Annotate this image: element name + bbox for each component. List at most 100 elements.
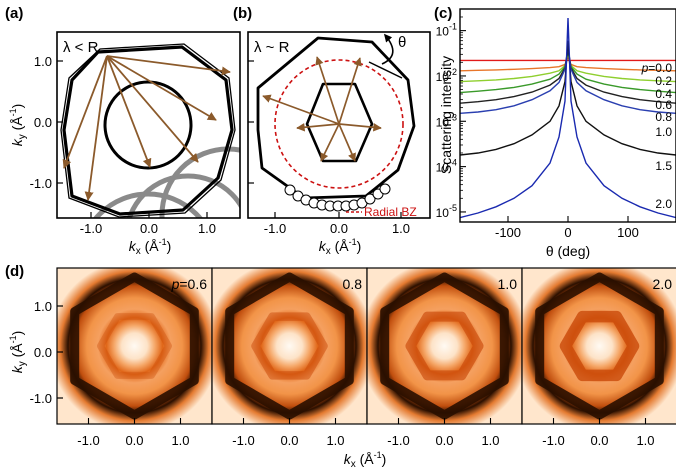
d-xtick-label: 0.0 bbox=[590, 433, 608, 448]
panel-a-ytick: 1.0 bbox=[34, 54, 52, 69]
panel-b: (b) bbox=[233, 5, 431, 257]
panel-a-ylabel: ky (Å-1) bbox=[8, 104, 28, 147]
panel-c: (c) 10-110-210-310-410-5 -100 0 100 p=0.00… bbox=[434, 5, 676, 259]
panel-a-xlabel: kx (Å-1) bbox=[129, 237, 172, 257]
series-label-3: 0.6 bbox=[655, 98, 672, 112]
d-xtick-label: -1.0 bbox=[387, 433, 409, 448]
gray-circle-1 bbox=[92, 191, 204, 218]
d-xtick-label: -1.0 bbox=[542, 433, 564, 448]
series-line-7 bbox=[460, 17, 676, 219]
inner-circle-a bbox=[103, 80, 193, 170]
scattering-arrows-b bbox=[262, 56, 382, 162]
intensity-map-3: 2.0 -1.0 0.0 1.0 bbox=[521, 267, 676, 448]
panel-d-xlabel: kx (Å-1) bbox=[344, 450, 387, 470]
panel-d-ytick: 0.0 bbox=[34, 345, 52, 360]
panel-d-label: (d) bbox=[5, 263, 24, 280]
map-label: 2.0 bbox=[653, 276, 673, 292]
scattering-arrows-a bbox=[62, 55, 231, 201]
theta-ref-line bbox=[368, 61, 403, 79]
d-xtick-label: 0.0 bbox=[435, 433, 453, 448]
c-xtick-label: 0 bbox=[564, 225, 571, 240]
panel-a-ytick: 0.0 bbox=[34, 115, 52, 130]
sample-circles-b bbox=[284, 183, 391, 212]
panel-d-ylabel: ky (Å-1) bbox=[8, 331, 28, 374]
panel-a-yticks: 1.0 0.0 -1.0 bbox=[30, 54, 63, 191]
panel-b-xtick: 0.0 bbox=[330, 221, 348, 236]
map-background bbox=[212, 268, 367, 424]
panel-b-label: (b) bbox=[233, 5, 252, 22]
map-inner-ring bbox=[251, 312, 328, 380]
d-xtick-label: 1.0 bbox=[326, 433, 344, 448]
panel-b-yticks bbox=[248, 60, 254, 184]
map-inner-ring bbox=[559, 310, 640, 382]
panel-a-xtick: 0.0 bbox=[140, 221, 158, 236]
panel-b-annotation: λ ~ R bbox=[254, 39, 290, 56]
panel-d: (d) p=0.6-1.0 0.0 1.00.8-1.0 0.0 1.01.0-1.0 0… bbox=[5, 263, 676, 470]
map-inner-ring bbox=[97, 313, 172, 379]
panel-d-yticks: 1.0 0.0 -1.0 bbox=[30, 299, 63, 406]
c-ytick-label: 10-1 bbox=[436, 22, 457, 39]
map-background bbox=[522, 268, 676, 424]
panel-b-xlabel: kx (Å-1) bbox=[319, 237, 362, 257]
panel-b-xtick: 1.0 bbox=[392, 221, 410, 236]
intensity-map-0: p=0.6 -1.0 0.0 1.0 bbox=[56, 267, 213, 448]
map-background bbox=[57, 268, 212, 424]
theta-arc-arrow bbox=[381, 33, 394, 65]
series-label-5: 1.0 bbox=[655, 125, 672, 139]
map-inner-ring bbox=[405, 311, 484, 381]
series-label-7: 2.0 bbox=[655, 197, 672, 211]
panel-c-series-labels: p=0.00.20.40.60.81.0 1.5 2.0 bbox=[641, 61, 673, 211]
d-xtick-label: 1.0 bbox=[481, 433, 499, 448]
panel-a-plot bbox=[60, 43, 240, 218]
c-ytick-label: 10-5 bbox=[436, 203, 457, 220]
series-label-4: 0.8 bbox=[655, 110, 672, 124]
theta-label: θ bbox=[398, 34, 406, 51]
panel-c-ylabel: Scattering intensity bbox=[438, 56, 454, 174]
panel-d-ytick: -1.0 bbox=[30, 391, 52, 406]
map-outer-ring bbox=[535, 272, 664, 420]
map-outer-ring bbox=[70, 272, 199, 420]
series-line-6 bbox=[460, 40, 676, 156]
panel-d-ytick: 1.0 bbox=[34, 299, 52, 314]
c-ytick-label: 10-3 bbox=[436, 112, 457, 129]
gray-circle-3 bbox=[159, 146, 240, 218]
map-outer-ring bbox=[225, 272, 354, 420]
panel-a-annotation: λ < R bbox=[63, 39, 99, 56]
panel-a: (a) λ < R 1.0 bbox=[5, 5, 241, 257]
map-label: 0.8 bbox=[343, 276, 363, 292]
series-label-2: 0.4 bbox=[655, 87, 672, 101]
panel-c-xticks: -100 0 100 bbox=[495, 216, 639, 240]
panel-c-yticks: 10-1 10-2 10-3 10-4 10-5 bbox=[436, 16, 466, 220]
panel-c-xlabel: θ (deg) bbox=[546, 243, 590, 259]
d-xtick-label: 1.0 bbox=[636, 433, 654, 448]
panel-a-xtick: -1.0 bbox=[80, 221, 102, 236]
map-outer-ring bbox=[380, 272, 509, 420]
d-xtick-label: 0.0 bbox=[125, 433, 143, 448]
panel-a-xtick: 1.0 bbox=[198, 221, 216, 236]
panel-b-plot bbox=[256, 36, 416, 212]
panel-c-label: (c) bbox=[434, 5, 452, 22]
radial-bz-circle bbox=[274, 59, 404, 189]
map-background bbox=[367, 268, 522, 424]
panel-c-series bbox=[460, 17, 676, 219]
d-xtick-label: -1.0 bbox=[77, 433, 99, 448]
d-xtick-label: -1.0 bbox=[232, 433, 254, 448]
series-label-1: 0.2 bbox=[655, 74, 672, 88]
c-ytick-label: 10-2 bbox=[436, 67, 457, 84]
intensity-map-2: 1.0 -1.0 0.0 1.0 bbox=[366, 267, 523, 448]
map-label: 1.0 bbox=[498, 276, 518, 292]
panel-a-ytick: -1.0 bbox=[30, 176, 52, 191]
gray-circle-2 bbox=[126, 173, 240, 218]
series-label-0: p=0.0 bbox=[641, 61, 673, 75]
c-xtick-label: -100 bbox=[495, 225, 521, 240]
d-xtick-label: 0.0 bbox=[280, 433, 298, 448]
series-label-6: 1.5 bbox=[655, 159, 672, 173]
legend-radial-bz: Radial BZ bbox=[364, 205, 417, 219]
panel-a-label: (a) bbox=[5, 5, 23, 22]
d-xtick-label: 1.0 bbox=[171, 433, 189, 448]
panel-b-xtick: -1.0 bbox=[264, 221, 286, 236]
panel-b-xticks: -1.0 0.0 1.0 bbox=[264, 212, 410, 236]
series-line-1 bbox=[460, 55, 676, 72]
panel-a-xticks: -1.0 0.0 1.0 bbox=[80, 212, 216, 236]
